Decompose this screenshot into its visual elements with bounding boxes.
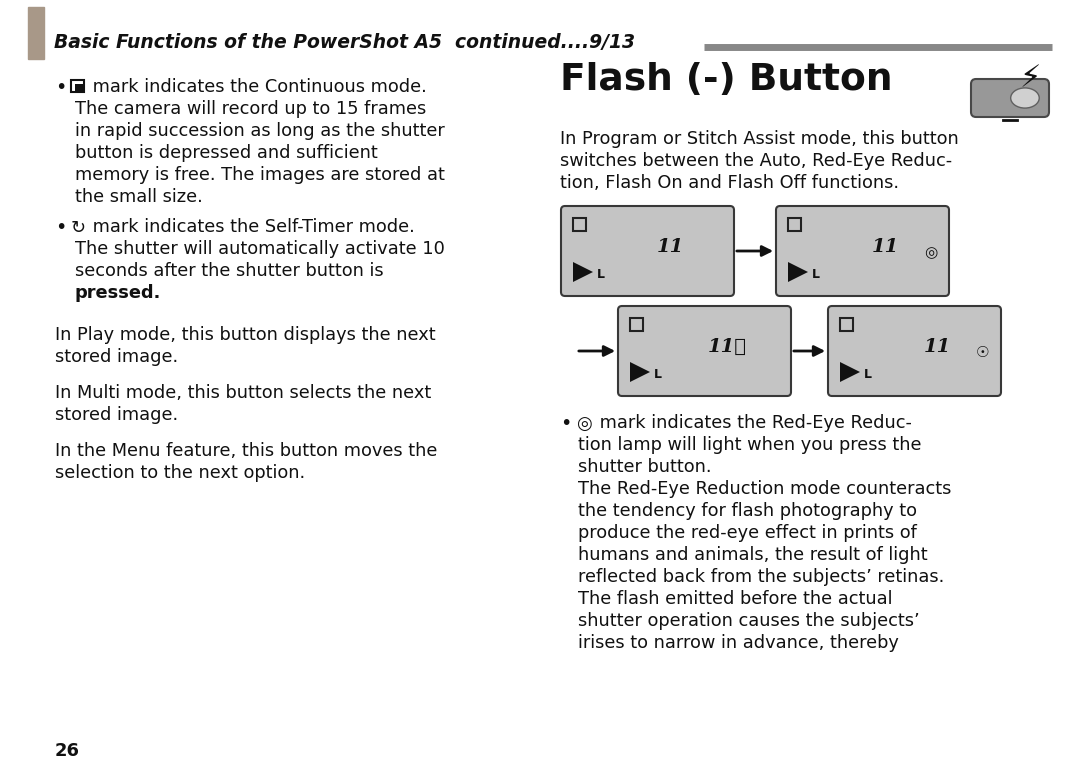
Text: ⚡: ⚡: [1020, 64, 1041, 93]
Text: button is depressed and sufficient: button is depressed and sufficient: [75, 144, 378, 162]
Text: •: •: [561, 414, 571, 433]
Text: reflected back from the subjects’ retinas.: reflected back from the subjects’ retina…: [578, 568, 944, 586]
Text: 26: 26: [55, 742, 80, 760]
Text: ↻: ↻: [71, 219, 86, 237]
Text: 11: 11: [872, 238, 900, 256]
Text: mark indicates the Continuous mode.: mark indicates the Continuous mode.: [87, 78, 427, 96]
Text: humans and animals, the result of light: humans and animals, the result of light: [578, 546, 928, 564]
Text: 11⚡: 11⚡: [708, 338, 747, 356]
Text: The Red-Eye Reduction mode counteracts: The Red-Eye Reduction mode counteracts: [578, 480, 951, 498]
Text: shutter operation causes the subjects’: shutter operation causes the subjects’: [578, 612, 920, 630]
Text: mark indicates the Red-Eye Reduc-: mark indicates the Red-Eye Reduc-: [594, 414, 912, 432]
FancyBboxPatch shape: [618, 306, 791, 396]
Text: mark indicates the Self-Timer mode.: mark indicates the Self-Timer mode.: [87, 218, 415, 236]
Text: tion, Flash On and Flash Off functions.: tion, Flash On and Flash Off functions.: [561, 174, 899, 192]
Polygon shape: [788, 262, 808, 282]
Text: ☉: ☉: [976, 345, 989, 360]
Text: In Multi mode, this button selects the next: In Multi mode, this button selects the n…: [55, 384, 431, 402]
Text: •: •: [55, 218, 66, 237]
Text: the tendency for flash photography to: the tendency for flash photography to: [578, 502, 917, 520]
FancyBboxPatch shape: [828, 306, 1001, 396]
Text: In Program or Stitch Assist mode, this button: In Program or Stitch Assist mode, this b…: [561, 130, 959, 148]
Polygon shape: [573, 262, 593, 282]
FancyBboxPatch shape: [777, 206, 949, 296]
Text: ◎: ◎: [924, 245, 937, 260]
FancyBboxPatch shape: [971, 79, 1049, 117]
Polygon shape: [630, 362, 650, 382]
Text: the small size.: the small size.: [75, 188, 203, 206]
Text: pressed.: pressed.: [75, 284, 161, 302]
Bar: [75, 84, 84, 93]
Polygon shape: [840, 362, 860, 382]
Text: The flash emitted before the actual: The flash emitted before the actual: [578, 590, 892, 608]
Text: seconds after the shutter button is: seconds after the shutter button is: [75, 262, 383, 280]
Text: L: L: [654, 367, 662, 380]
Text: L: L: [597, 268, 605, 281]
Text: In the Menu feature, this button moves the: In the Menu feature, this button moves t…: [55, 442, 437, 460]
Text: memory is free. The images are stored at: memory is free. The images are stored at: [75, 166, 445, 184]
Text: In Play mode, this button displays the next: In Play mode, this button displays the n…: [55, 326, 435, 344]
Ellipse shape: [1011, 88, 1039, 108]
Text: irises to narrow in advance, thereby: irises to narrow in advance, thereby: [578, 634, 899, 652]
Text: The shutter will automatically activate 10: The shutter will automatically activate …: [75, 240, 445, 258]
Text: ◎: ◎: [576, 415, 592, 433]
Text: produce the red-eye effect in prints of: produce the red-eye effect in prints of: [578, 524, 917, 542]
Text: L: L: [812, 268, 820, 281]
Bar: [71, 80, 84, 92]
Text: Basic Functions of the PowerShot A5  continued....9/13: Basic Functions of the PowerShot A5 cont…: [54, 33, 635, 52]
Text: in rapid succession as long as the shutter: in rapid succession as long as the shutt…: [75, 122, 445, 140]
Text: tion lamp will light when you press the: tion lamp will light when you press the: [578, 436, 921, 454]
Bar: [840, 318, 853, 331]
Text: L: L: [864, 367, 872, 380]
Text: stored image.: stored image.: [55, 406, 178, 424]
Text: selection to the next option.: selection to the next option.: [55, 464, 306, 482]
Bar: [788, 218, 801, 231]
Text: stored image.: stored image.: [55, 348, 178, 366]
FancyBboxPatch shape: [561, 206, 734, 296]
Bar: [630, 318, 643, 331]
Text: •: •: [55, 78, 66, 97]
Text: switches between the Auto, Red-Eye Reduc-: switches between the Auto, Red-Eye Reduc…: [561, 152, 953, 170]
Text: Flash (-) Button: Flash (-) Button: [561, 62, 892, 98]
Text: The camera will record up to 15 frames: The camera will record up to 15 frames: [75, 100, 427, 118]
Text: shutter button.: shutter button.: [578, 458, 712, 476]
Text: 11: 11: [657, 238, 685, 256]
Bar: [573, 218, 586, 231]
Text: 11: 11: [924, 338, 951, 356]
Bar: [28, 7, 44, 59]
